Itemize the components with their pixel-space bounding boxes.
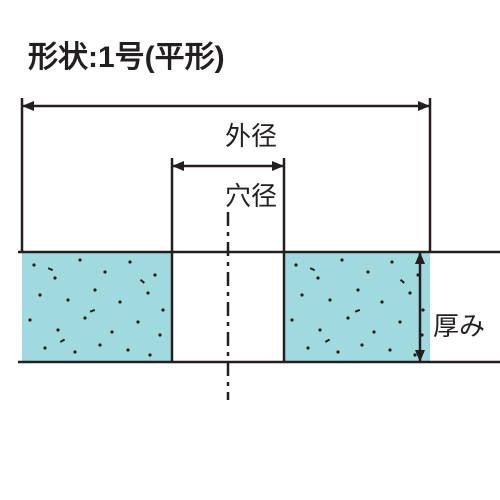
cross-section-right [284, 252, 430, 362]
diagram-container: 形状:1号(平形) [0, 0, 500, 500]
cross-section-left [22, 252, 172, 362]
outer-arrow-right [418, 101, 430, 111]
label-outer-diameter: 外径 [225, 116, 277, 153]
label-thickness: 厚み [433, 306, 485, 343]
diagram-svg [0, 0, 500, 500]
outer-arrow-left [22, 101, 34, 111]
hole-arrow-right [272, 161, 284, 171]
label-hole-diameter: 穴径 [225, 176, 277, 213]
hole-arrow-left [172, 161, 184, 171]
